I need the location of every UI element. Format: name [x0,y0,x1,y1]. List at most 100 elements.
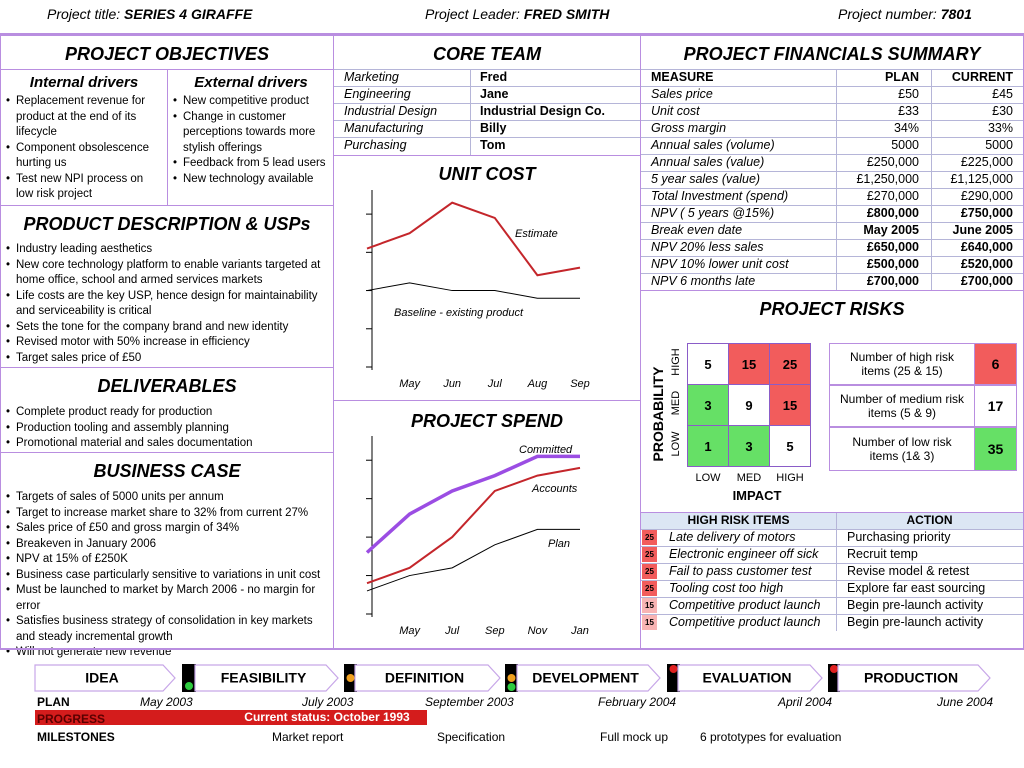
role: Marketing [344,70,399,84]
phase-chevron [354,664,501,692]
phase-label: IDEA [85,670,118,686]
fin-cell: 33% [987,121,1013,135]
fin-cell: £700,000 [960,274,1013,288]
light-amber [507,674,516,682]
fin-cell: NPV 20% less sales [651,240,764,254]
bullet-list: Replacement revenue for product at the e… [4,94,162,203]
member: Fred [480,70,508,84]
fin-cell: 34% [893,121,919,135]
row-label: MILESTONES [37,730,115,744]
fin-cell: 5000 [985,138,1013,152]
fin-cell: Total Investment (spend) [651,189,789,203]
value: SERIES 4 GIRAFFE [124,6,253,22]
milestone: Specification [437,730,506,744]
fin-cell: 5000 [891,138,919,152]
member: Industrial Design Co. [480,104,606,118]
col-line [470,69,471,155]
axis-title: IMPACT [732,488,782,503]
fin-cell: Sales price [651,87,713,101]
divider [167,69,168,205]
light-green [507,683,516,691]
bullet-item: Must be launched to market by March 2006… [4,583,329,614]
bullet-item: NPV at 15% of £250K [4,552,329,568]
col-line [931,69,932,290]
risk-action: Explore far east sourcing [847,581,986,595]
phase-chevron [837,664,991,692]
fin-cell: Annual sales (value) [651,155,765,169]
plan-date: September 2003 [425,695,514,709]
fin-cell: Gross margin [651,121,727,135]
fin-cell: June 2005 [952,223,1013,237]
fin-cell: £800,000 [866,206,919,220]
fin-cell: May 2005 [863,223,919,237]
row-line [641,103,1023,104]
phase-label: DEFINITION [385,670,464,686]
impact-level: MED [736,472,762,484]
plan-date: July 2003 [302,695,354,709]
score-badge: 15 [642,598,657,613]
impact-level: LOW [695,472,721,484]
risk-cell: 1 [687,425,729,467]
risk-item: Competitive product launch [669,615,821,629]
fin-cell: £33 [898,104,919,118]
value: FRED SMITH [523,6,610,22]
phase-chevron [194,664,339,692]
legend-count: 6 [974,343,1017,385]
financials-panel: PROJECT FINANCIALS SUMMARY MEASURE PLAN CU… [640,35,1024,291]
bullet-item: Complete product ready for production [4,405,329,421]
phase-chevron [34,664,176,692]
fin-cell: NPV ( 5 years @15%) [651,206,775,220]
row-line [641,563,1023,564]
col-line [836,69,837,290]
fin-cell: £250,000 [866,155,919,169]
bullet-item: Promotional material and sales documenta… [4,436,329,452]
legend-count: 17 [974,385,1017,427]
fin-cell: NPV 6 months late [651,274,756,288]
light-green [185,682,193,690]
fin-cell: £30 [992,104,1013,118]
column-header: PLAN [884,70,919,84]
panel-title: BUSINESS CASE [93,461,241,481]
bullet-item: Revised motor with 50% increase in effic… [4,335,329,351]
risk-cell: 25 [769,343,811,385]
value: 7801 [940,6,972,22]
phase-chevron [516,664,661,692]
risk-action: Begin pre-launch activity [847,598,984,612]
member: Jane [480,87,509,101]
role: Purchasing [344,138,407,152]
row-line [641,137,1023,138]
row-label: PROGRESS [37,712,106,726]
phase-chevron [677,664,823,692]
progress-bar [35,710,427,725]
plan-date: April 2004 [778,695,833,709]
row-line [641,154,1023,155]
row-line [641,86,1023,87]
risks-panel: PROJECT RISKS PROBABILITY IMPACT 5 15 25 3 9… [640,290,1024,513]
phase-label: EVALUATION [703,670,792,686]
risk-action: Begin pre-launch activity [847,615,984,629]
milestone: Market report [272,730,344,744]
risk-action: Recruit temp [847,547,918,561]
row-line [334,86,640,87]
fin-cell: £650,000 [866,240,919,254]
risk-cell: 15 [728,343,770,385]
column-header: HIGH RISK ITEMS [687,513,790,527]
bullet-item: Life costs are the key USP, hence design… [4,289,329,320]
row-line [334,103,640,104]
fin-cell: £640,000 [960,240,1013,254]
table-header-bg [641,513,1023,529]
row-line [334,137,640,138]
row-line [334,120,640,121]
row-line [641,69,1023,70]
row-line [641,239,1023,240]
timeline-rule [0,648,1024,650]
fin-cell: Break even date [651,223,743,237]
bullet-item: New technology available [171,172,331,188]
row-line [641,188,1023,189]
risk-cell: 5 [769,425,811,467]
score-badge: 25 [642,547,657,562]
row-label: PLAN [37,695,70,709]
bullet-list: New competitive productChange in custome… [171,94,331,187]
